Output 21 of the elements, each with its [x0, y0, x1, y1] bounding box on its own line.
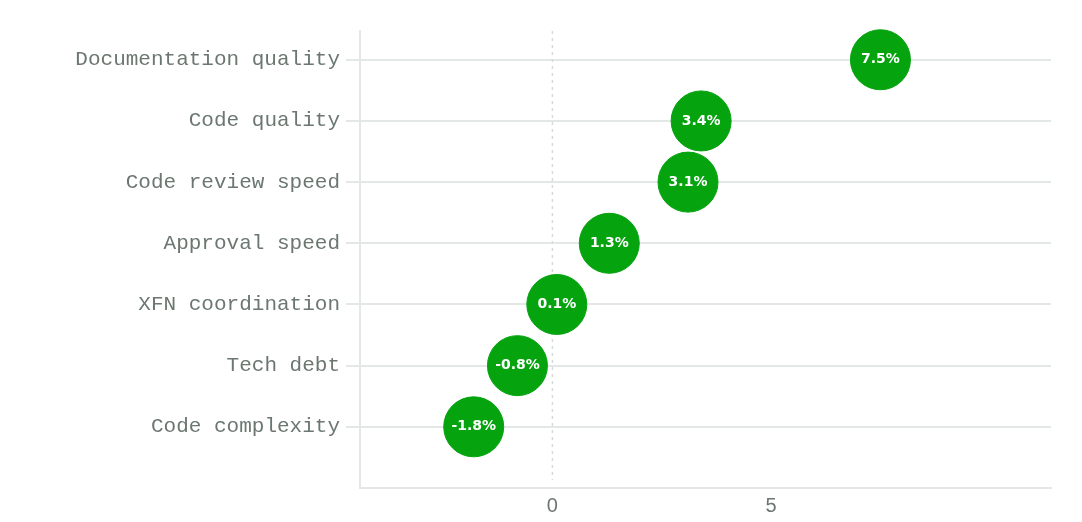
- data-label: 0.1%: [537, 295, 577, 312]
- y-tick-label: Approval speed: [163, 231, 340, 255]
- data-label: -1.8%: [451, 417, 497, 434]
- data-label: 7.5%: [861, 50, 900, 67]
- point: [526, 273, 588, 335]
- y-tick-label: Tech debt: [226, 354, 340, 378]
- point: [578, 212, 640, 274]
- y-tick-label: XFN coordination: [138, 293, 340, 317]
- point: [670, 90, 732, 152]
- y-tick-label: Documentation quality: [75, 48, 340, 72]
- x-tick-label: 0: [546, 493, 558, 516]
- point: [657, 151, 719, 213]
- point: [849, 29, 911, 91]
- y-tick-label: Code quality: [188, 109, 340, 133]
- data-label: 1.3%: [589, 233, 629, 250]
- y-tick-label: Code review speed: [125, 170, 340, 194]
- y-tick-label: Code complexity: [150, 415, 340, 439]
- data-label: -0.8%: [495, 356, 540, 373]
- x-tick-label: 5: [765, 493, 777, 516]
- data-label: 3.4%: [681, 111, 721, 128]
- data-label: 3.1%: [668, 172, 708, 189]
